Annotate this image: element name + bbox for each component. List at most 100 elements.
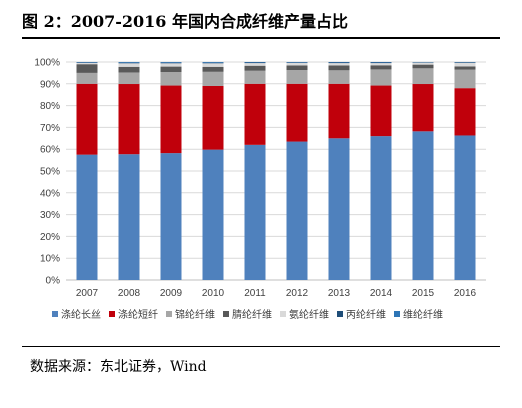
- bar-segment: [160, 85, 182, 154]
- bar-segment: [328, 138, 350, 280]
- bar-segment: [286, 70, 308, 84]
- bar-segment: [454, 88, 476, 136]
- bar-segment: [160, 63, 182, 67]
- legend-swatch: [280, 311, 286, 317]
- bar-segment: [160, 62, 182, 63]
- y-tick-label: 60%: [40, 145, 60, 156]
- bar-segment: [244, 144, 266, 280]
- bar-segment: [160, 62, 182, 64]
- bar-segment: [328, 70, 350, 84]
- bar-segment: [286, 62, 308, 66]
- bar-segment: [412, 62, 434, 65]
- x-tick-label: 2011: [244, 288, 266, 299]
- x-tick-label: 2012: [286, 288, 309, 299]
- source-note: 数据来源：东北证券，Wind: [30, 359, 207, 375]
- legend-label: 腈纶纤维: [232, 308, 272, 321]
- bar-segment: [118, 84, 140, 155]
- x-tick-label: 2015: [412, 288, 435, 299]
- x-tick-label: 2010: [202, 288, 225, 299]
- legend-label: 锦纶纤维: [175, 308, 215, 321]
- bar-segment: [76, 83, 98, 155]
- bar-segment: [370, 63, 392, 66]
- bar-segment: [244, 62, 266, 64]
- bar-segment: [202, 62, 224, 64]
- x-tick-label: 2016: [454, 288, 477, 299]
- legend-swatch: [166, 311, 172, 317]
- bar-segment: [412, 84, 434, 132]
- legend-label: 维纶纤维: [403, 308, 443, 321]
- bar-segment: [328, 65, 350, 71]
- legend-swatch: [337, 311, 343, 317]
- bar-segment: [454, 66, 476, 70]
- bar-segment: [76, 154, 98, 280]
- y-tick-label: 50%: [40, 167, 60, 178]
- x-tick-label: 2007: [76, 288, 99, 299]
- bar-segment: [454, 135, 476, 280]
- y-tick-label: 30%: [40, 210, 60, 221]
- bar-segment: [244, 65, 266, 71]
- bar-segment: [286, 83, 308, 142]
- bar-segment: [118, 62, 140, 64]
- bar-segment: [202, 85, 224, 150]
- bar-segment: [202, 62, 224, 63]
- bar-segment: [412, 64, 434, 69]
- legend-swatch: [223, 311, 229, 317]
- bar-segment: [328, 62, 350, 64]
- bar-segment: [370, 62, 392, 64]
- bar-segment: [454, 69, 476, 89]
- bar-segment: [202, 149, 224, 280]
- y-tick-label: 70%: [40, 123, 60, 134]
- bar-segment: [118, 63, 140, 67]
- y-tick-label: 90%: [40, 79, 60, 90]
- bar-segment: [76, 64, 98, 73]
- bar-segment: [244, 83, 266, 145]
- bar-segment: [202, 66, 224, 72]
- bar-segment: [244, 70, 266, 84]
- bar-segment: [244, 63, 266, 66]
- bar-segment: [76, 72, 98, 84]
- bar-segment: [454, 62, 476, 63]
- source-rule: [22, 346, 500, 347]
- bar-segment: [412, 68, 434, 85]
- stacked-bar-chart: 0% 10% 20% 30% 40% 50% 60% 70% 80% 90% 100% 2007 200…: [34, 58, 486, 321]
- bar-segment: [286, 141, 308, 280]
- bar-segment: [370, 69, 392, 86]
- legend-swatch: [109, 311, 115, 317]
- x-tick-label: 2008: [118, 288, 141, 299]
- bar-segment: [160, 153, 182, 280]
- x-tick-label: 2009: [160, 288, 183, 299]
- bar-segment: [118, 66, 140, 73]
- bar-segment: [454, 62, 476, 67]
- bar-segment: [370, 136, 392, 280]
- bar-segment: [118, 72, 140, 85]
- y-tick-label: 0%: [46, 276, 61, 287]
- legend-swatch: [52, 311, 58, 317]
- bar-segment: [286, 65, 308, 71]
- y-tick-label: 100%: [34, 58, 60, 69]
- legend-label: 丙纶纤维: [346, 308, 386, 321]
- bar-segment: [370, 85, 392, 137]
- legend-label: 氨纶纤维: [289, 308, 329, 321]
- bar-segment: [202, 63, 224, 67]
- bar-segment: [202, 71, 224, 86]
- legend-label: 涤纶短纤: [118, 308, 158, 321]
- bar-segment: [412, 131, 434, 280]
- figure-title: 图 2：2007-2016 年国内合成纤维产量占比: [22, 12, 348, 31]
- bar-segment: [118, 62, 140, 63]
- bar-segment: [118, 154, 140, 280]
- bar-segment: [160, 72, 182, 86]
- bar-segment: [76, 62, 98, 65]
- title-rule: [22, 37, 500, 39]
- x-tick-label: 2014: [370, 288, 393, 299]
- legend-swatch: [394, 311, 400, 317]
- y-tick-label: 40%: [40, 188, 60, 199]
- bar-segment: [328, 83, 350, 139]
- bar-segment: [328, 63, 350, 66]
- y-tick-label: 10%: [40, 254, 60, 265]
- bar-segment: [160, 66, 182, 73]
- x-tick-label: 2013: [328, 288, 351, 299]
- y-tick-label: 20%: [40, 232, 60, 243]
- bar-segment: [370, 65, 392, 70]
- legend-label: 涤纶长丝: [61, 308, 101, 321]
- y-tick-label: 80%: [40, 101, 60, 112]
